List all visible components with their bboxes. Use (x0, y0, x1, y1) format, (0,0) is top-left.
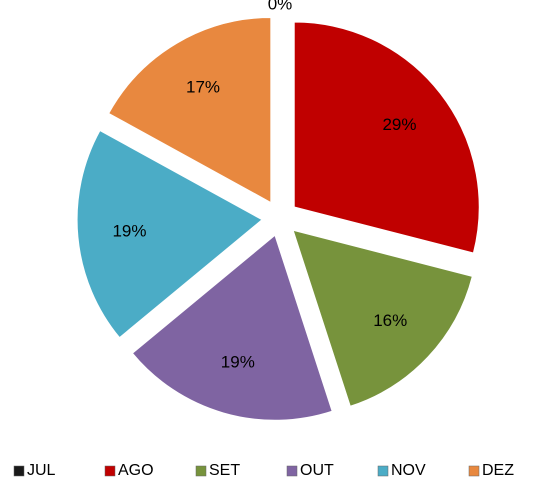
data-label: 17% (186, 77, 220, 96)
data-label: 19% (112, 222, 146, 241)
legend-label: DEZ (482, 462, 514, 479)
legend-label: AGO (118, 462, 154, 479)
pie-slice (76, 129, 263, 339)
legend-label: OUT (300, 462, 334, 479)
pie-slice (131, 234, 333, 421)
legend-swatch (286, 465, 298, 477)
legend-swatch (104, 465, 116, 477)
pie-slice (292, 229, 473, 407)
data-label: 0% (268, 0, 293, 13)
legend-label: NOV (391, 462, 426, 479)
pie-slice (293, 21, 480, 254)
legend-swatch (377, 465, 389, 477)
legend-label: JUL (27, 462, 56, 479)
legend-swatch (468, 465, 480, 477)
data-label: 19% (221, 353, 255, 372)
data-label: 16% (373, 311, 407, 330)
data-label: 29% (382, 115, 416, 134)
legend-swatch (195, 465, 207, 477)
legend-label: SET (209, 462, 240, 479)
pie-slice (108, 17, 272, 204)
legend-swatch (13, 465, 25, 477)
